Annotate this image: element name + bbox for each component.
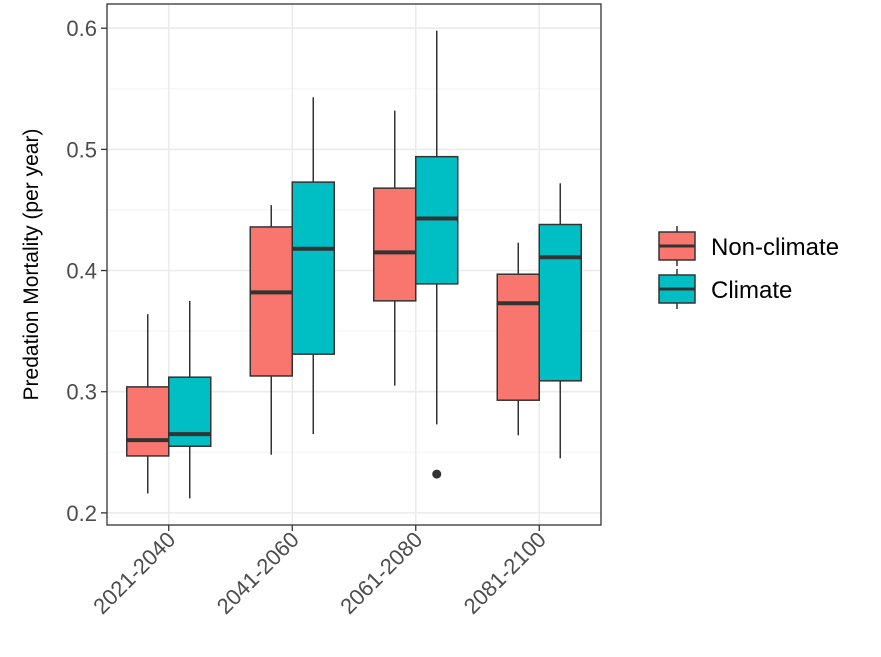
- box-iqr: [373, 187, 417, 302]
- box-climate-3: [538, 183, 582, 459]
- box-climate-0: [168, 300, 212, 499]
- box-iqr: [126, 386, 170, 457]
- panel-border: [106, 3, 602, 526]
- y-tick-label: 0.5: [66, 137, 97, 162]
- y-tick-label: 0.6: [66, 16, 97, 41]
- box-iqr: [538, 223, 582, 382]
- box-iqr: [249, 226, 293, 377]
- box-climate-2: [415, 30, 459, 479]
- outlier-point: [432, 469, 442, 479]
- y-tick-label: 0.4: [66, 259, 97, 284]
- y-tick-label: 0.2: [66, 501, 97, 526]
- y-tick-label: 0.3: [66, 380, 97, 405]
- box-non-climate-2: [373, 110, 417, 386]
- box-iqr: [291, 181, 335, 355]
- legend-item-climate: Climate: [658, 269, 792, 309]
- legend-item-non-climate: Non-climate: [658, 226, 839, 266]
- legend: Non-climate Climate: [658, 226, 839, 309]
- box-non-climate-0: [126, 314, 170, 494]
- boxplots: [126, 30, 582, 499]
- legend-label: Climate: [711, 277, 792, 304]
- legend-label: Non-climate: [711, 234, 839, 261]
- y-axis-label: Predation Mortality (per year): [20, 129, 43, 401]
- box-climate-1: [291, 97, 335, 435]
- y-axis: 0.2 0.3 0.4 0.5 0.6: [66, 16, 107, 526]
- box-iqr: [496, 273, 540, 401]
- box-non-climate-3: [496, 242, 540, 436]
